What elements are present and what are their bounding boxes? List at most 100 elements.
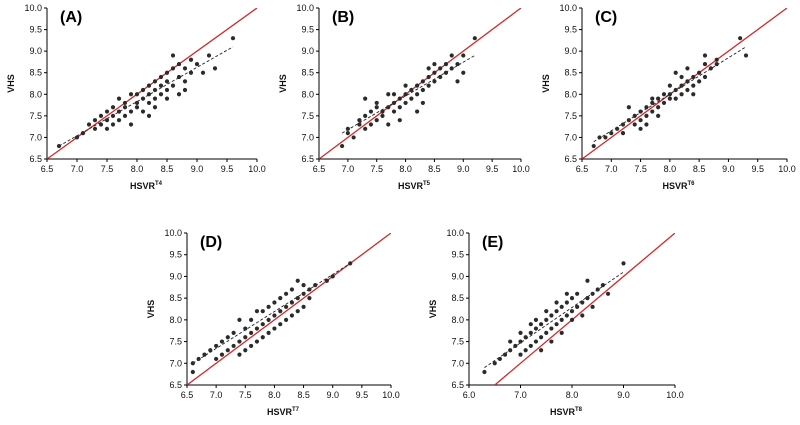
data-point <box>363 96 368 101</box>
x-tick-label: 8.0 <box>399 164 412 174</box>
data-point <box>449 66 454 71</box>
data-point <box>432 70 437 75</box>
y-tick-label: 8.0 <box>451 315 464 325</box>
y-tick-label: 9.0 <box>564 46 577 56</box>
data-point <box>289 313 295 318</box>
x-tick-label: 10.0 <box>666 390 684 400</box>
data-point <box>272 313 277 318</box>
data-point <box>585 278 590 283</box>
data-point <box>492 361 497 366</box>
data-point <box>544 317 549 322</box>
data-point <box>714 57 719 62</box>
x-tick-label: 9.0 <box>326 390 339 400</box>
data-point <box>409 87 414 93</box>
data-point <box>656 105 661 110</box>
data-point <box>243 335 248 340</box>
data-point <box>533 326 539 331</box>
data-point <box>673 70 678 75</box>
data-point <box>301 283 306 288</box>
y-tick-label: 7.5 <box>564 111 577 121</box>
data-point <box>225 335 230 340</box>
y-tick-label: 7.0 <box>301 132 314 142</box>
x-tick-label: 9.5 <box>751 164 764 174</box>
y-axis-title: VHS <box>146 300 156 319</box>
y-tick-label: 8.5 <box>29 68 42 78</box>
data-point <box>554 300 559 305</box>
data-point <box>575 304 580 309</box>
data-point <box>283 317 289 322</box>
data-point <box>324 278 329 283</box>
data-point <box>590 291 595 296</box>
data-point <box>278 309 283 314</box>
y-axis-title: VHS <box>541 74 551 93</box>
data-point <box>237 317 242 322</box>
data-point <box>420 87 425 93</box>
data-point <box>339 143 345 149</box>
data-point <box>600 283 606 288</box>
data-point <box>188 57 194 62</box>
x-axis-title: HSVRT6 <box>662 181 695 191</box>
data-point <box>697 79 702 84</box>
data-point <box>345 126 350 131</box>
data-point <box>188 70 194 75</box>
data-point <box>597 135 602 140</box>
data-point <box>461 70 466 75</box>
y-tick-label: 9.5 <box>301 25 314 35</box>
panel-label: (D) <box>200 234 222 251</box>
data-point <box>104 118 110 123</box>
x-axis-title-sup: T8 <box>575 407 583 413</box>
x-axis-title-main: HSVR <box>662 181 688 191</box>
y-tick-label: 8.5 <box>169 293 182 303</box>
x-tick-label: 6.5 <box>576 164 589 174</box>
data-point <box>397 96 402 101</box>
data-point <box>391 109 397 114</box>
data-point <box>196 356 201 362</box>
data-point <box>461 53 466 58</box>
data-point <box>289 300 295 305</box>
x-tick-label: 9.0 <box>191 164 204 174</box>
data-point <box>200 70 206 75</box>
data-point <box>564 313 569 318</box>
data-point <box>415 83 420 88</box>
data-point <box>415 109 420 114</box>
data-point <box>605 291 611 296</box>
y-tick-label: 6.5 <box>169 380 182 390</box>
data-point <box>455 79 460 84</box>
x-axis-title-sup: T7 <box>292 407 300 413</box>
data-point <box>482 369 487 375</box>
data-point <box>554 322 559 327</box>
x-axis-title-main: HSVR <box>267 407 293 417</box>
x-axis-title: HSVRT5 <box>398 181 431 191</box>
data-point <box>650 96 655 101</box>
x-tick-label: 9.0 <box>722 164 735 174</box>
data-point <box>559 330 564 335</box>
data-point <box>544 309 549 314</box>
data-point <box>644 122 649 127</box>
data-point <box>301 304 306 309</box>
data-point <box>497 356 502 362</box>
data-point <box>685 79 690 84</box>
data-point <box>134 105 140 110</box>
data-point <box>523 348 528 353</box>
data-point <box>539 335 544 340</box>
data-point <box>609 131 614 136</box>
panel-label: (B) <box>332 9 354 26</box>
y-tick-label: 10.0 <box>296 3 314 13</box>
y-tick-label: 8.5 <box>564 68 577 78</box>
data-point <box>632 113 637 118</box>
data-point <box>146 92 152 97</box>
data-point <box>644 105 649 110</box>
data-point <box>134 92 140 97</box>
data-point <box>397 105 402 110</box>
data-point <box>176 61 182 67</box>
identity-line <box>319 8 521 159</box>
data-point <box>92 118 98 123</box>
data-point <box>590 304 595 309</box>
y-tick-label: 7.0 <box>451 358 464 368</box>
data-point <box>679 74 684 80</box>
data-point <box>158 92 164 97</box>
data-point <box>539 322 544 327</box>
panel-label: (A) <box>60 9 82 26</box>
x-tick-label: 10.0 <box>778 164 796 174</box>
